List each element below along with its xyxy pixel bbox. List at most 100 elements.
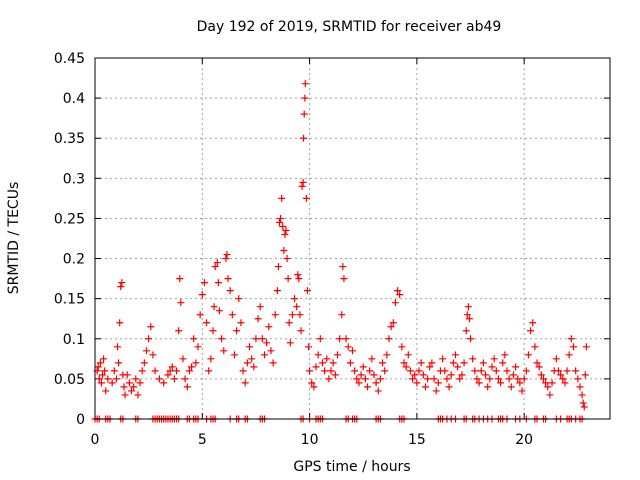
data-point: [95, 375, 103, 383]
data-point: [130, 383, 138, 391]
data-point: [357, 371, 365, 379]
plot-frame: [94, 57, 611, 420]
data-point: [544, 383, 552, 391]
axis-ticks: 0 0.05 0.1 0.15 0.2 0.25 0.3 0.35 0.4 0.45 0 5 10 15 2…: [54, 51, 610, 448]
data-point: [475, 379, 483, 387]
data-point: [228, 311, 236, 319]
data-point: [516, 379, 524, 387]
y-tick-label: 0.35: [54, 131, 85, 147]
data-point: [432, 387, 440, 395]
data-point: [464, 303, 472, 311]
data-point: [223, 251, 231, 259]
x-tick-label: 20: [515, 432, 533, 448]
data-point: [426, 363, 434, 371]
data-point: [115, 359, 123, 367]
data-point: [563, 367, 571, 375]
data-point: [404, 351, 412, 359]
data-point: [366, 367, 374, 375]
data-point: [190, 335, 198, 343]
data-point: [301, 94, 309, 102]
data-point: [281, 230, 289, 238]
data-point: [149, 351, 157, 359]
data-point: [325, 375, 333, 383]
data-point: [194, 343, 202, 351]
data-point: [293, 303, 301, 311]
data-point: [458, 371, 466, 379]
data-point: [203, 319, 211, 327]
data-point: [261, 351, 269, 359]
data-point: [572, 367, 580, 375]
data-point: [155, 375, 163, 383]
data-point: [252, 335, 260, 343]
data-point: [280, 247, 288, 255]
data-point: [295, 275, 303, 283]
data-point: [406, 367, 414, 375]
data-point: [580, 403, 588, 411]
data-point: [419, 371, 427, 379]
data-point: [279, 222, 287, 230]
data-point: [147, 323, 155, 331]
data-point: [108, 379, 116, 387]
data-point: [443, 375, 451, 383]
data-point: [400, 359, 408, 367]
data-point: [548, 379, 556, 387]
data-point: [207, 355, 215, 363]
data-point: [469, 355, 477, 363]
y-tick-label: 0.05: [54, 372, 85, 388]
data-point: [248, 355, 256, 363]
data-point: [581, 371, 589, 379]
data-point: [164, 371, 172, 379]
data-point: [454, 363, 462, 371]
data-point: [368, 355, 376, 363]
data-point: [555, 367, 562, 375]
chart-title: Day 192 of 2019, SRMTID for receiver ab4…: [197, 19, 502, 35]
data-point: [537, 371, 545, 379]
data-point: [101, 367, 109, 375]
data-point: [486, 375, 494, 383]
x-tick-label: 15: [408, 432, 426, 448]
data-point: [512, 363, 520, 371]
data-point: [97, 379, 105, 387]
data-point: [296, 311, 304, 319]
data-point: [282, 226, 290, 234]
data-point: [527, 327, 535, 335]
data-point: [121, 391, 129, 399]
data-point: [269, 359, 277, 367]
data-point: [185, 367, 193, 375]
data-point: [183, 383, 191, 391]
data-point: [300, 110, 308, 118]
data-point: [94, 363, 102, 371]
y-tick-label: 0.3: [63, 171, 85, 187]
data-point: [559, 375, 567, 383]
data-point: [364, 383, 372, 391]
data-point: [173, 367, 181, 375]
data-point: [361, 375, 369, 383]
y-tick-label: 0.25: [54, 211, 85, 227]
data-point: [456, 375, 464, 383]
data-point: [168, 363, 176, 371]
data-point: [123, 371, 131, 379]
data-point: [237, 319, 245, 327]
data-point: [479, 359, 487, 367]
data-point: [460, 359, 468, 367]
data-point: [490, 355, 498, 363]
data-point: [439, 355, 447, 363]
y-axis-label: SRMTID / TECUs: [6, 182, 22, 295]
data-point: [340, 275, 348, 283]
data-point: [318, 359, 326, 367]
data-point: [421, 383, 429, 391]
data-point: [205, 367, 213, 375]
data-point: [389, 319, 397, 327]
data-point: [339, 263, 347, 271]
data-point: [179, 355, 187, 363]
data-point: [494, 375, 502, 383]
data-point: [274, 263, 282, 271]
data-point: [214, 279, 222, 287]
data-point: [181, 375, 189, 383]
data-point: [398, 343, 406, 351]
data-point: [344, 343, 352, 351]
data-point: [402, 363, 410, 371]
data-point: [353, 375, 361, 383]
data-point: [477, 367, 485, 375]
x-tick-label: 10: [301, 432, 319, 448]
